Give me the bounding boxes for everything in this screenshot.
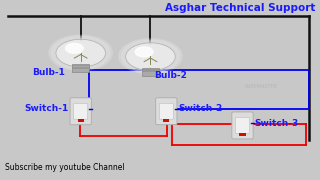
Circle shape — [121, 40, 180, 73]
Circle shape — [124, 42, 177, 71]
Circle shape — [55, 38, 107, 67]
Circle shape — [119, 39, 182, 74]
Circle shape — [126, 43, 175, 71]
Circle shape — [66, 43, 83, 53]
Bar — [163, 119, 170, 122]
Bar — [142, 68, 159, 76]
FancyBboxPatch shape — [159, 103, 173, 119]
Text: WIREMASTER: WIREMASTER — [245, 84, 278, 89]
Circle shape — [49, 35, 112, 71]
Circle shape — [135, 47, 153, 57]
Bar — [239, 133, 246, 136]
Circle shape — [52, 37, 110, 69]
Text: Switch-3: Switch-3 — [254, 119, 299, 128]
Text: Asghar Technical Support: Asghar Technical Support — [165, 3, 316, 13]
Text: Switch-1: Switch-1 — [25, 104, 69, 113]
FancyBboxPatch shape — [236, 118, 250, 133]
Circle shape — [56, 39, 105, 67]
FancyBboxPatch shape — [70, 98, 91, 125]
Text: Subscribe my youtube Channel: Subscribe my youtube Channel — [4, 163, 124, 172]
Text: Bulb-1: Bulb-1 — [32, 68, 65, 77]
FancyBboxPatch shape — [74, 103, 88, 119]
Bar — [72, 64, 89, 72]
FancyBboxPatch shape — [232, 112, 253, 139]
Text: Switch-2: Switch-2 — [178, 104, 222, 113]
FancyBboxPatch shape — [156, 98, 177, 125]
Bar — [77, 119, 84, 122]
Text: Bulb-2: Bulb-2 — [154, 71, 187, 80]
